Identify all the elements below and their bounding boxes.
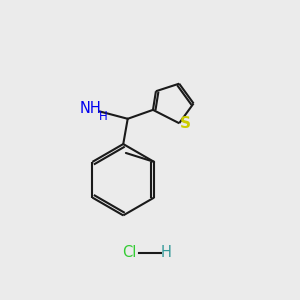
- Text: Cl: Cl: [122, 245, 136, 260]
- Text: NH: NH: [80, 101, 101, 116]
- Text: H: H: [161, 245, 172, 260]
- Text: H: H: [99, 110, 107, 123]
- Text: S: S: [180, 116, 191, 131]
